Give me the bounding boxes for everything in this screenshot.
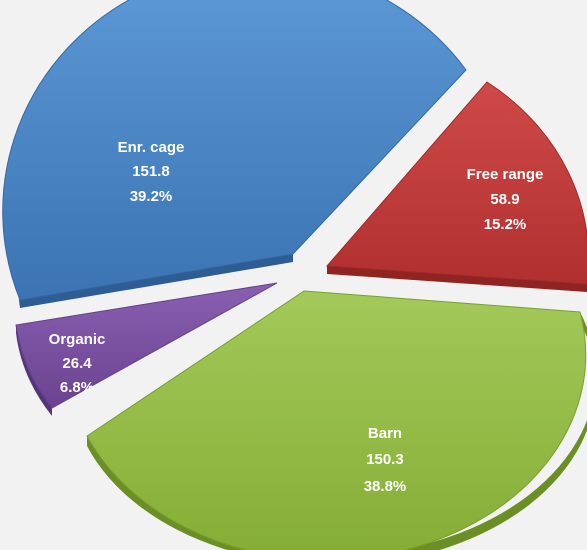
label-free-range-name: Free range xyxy=(467,166,544,183)
slice-barn xyxy=(86,290,587,550)
label-free-range-percent: 15.2% xyxy=(484,216,527,233)
label-barn-name: Barn xyxy=(368,425,402,442)
slice-labels: Enr. cage 151.8 39.2% Free range 58.9 15… xyxy=(49,139,544,495)
slice-organic xyxy=(15,282,278,409)
label-free-range-value: 58.9 xyxy=(490,191,519,208)
slice-free-range xyxy=(325,81,587,285)
label-enr-cage-name: Enr. cage xyxy=(118,139,185,156)
label-organic-value: 26.4 xyxy=(62,355,92,372)
label-barn-value: 150.3 xyxy=(366,451,404,468)
slice-side-organic xyxy=(16,325,52,416)
label-organic-name: Organic xyxy=(49,331,106,348)
label-enr-cage-percent: 39.2% xyxy=(130,188,173,205)
label-organic-percent: 6.8% xyxy=(60,379,94,396)
label-barn-percent: 38.8% xyxy=(364,478,407,495)
slice-side-enr-cage xyxy=(20,254,293,308)
slice-side-free-range xyxy=(327,266,587,292)
slice-enr-cage xyxy=(2,0,467,301)
label-enr-cage-value: 151.8 xyxy=(132,163,170,180)
